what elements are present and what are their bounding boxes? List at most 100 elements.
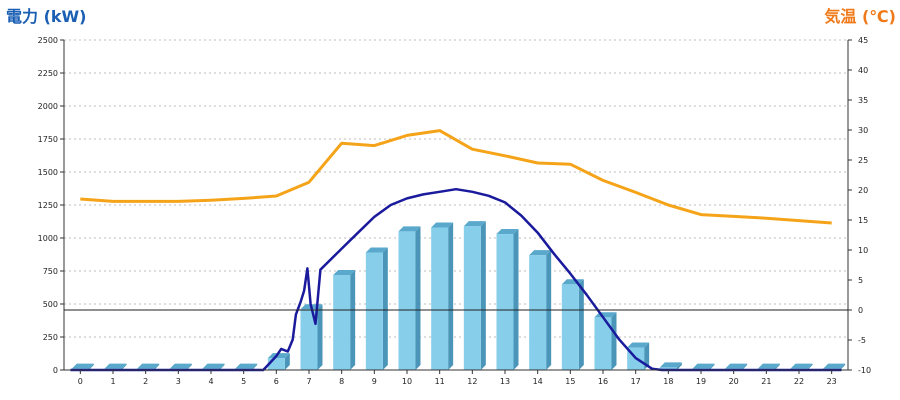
bar-side [252,363,258,370]
bar-side [415,226,421,370]
left-axis-title: 電力 (kW) [6,7,87,26]
bar-side [611,312,617,370]
x-tick-label: 15 [565,377,575,386]
bar [463,221,486,370]
left-tick-label: 2000 [38,102,58,111]
x-tick-label: 4 [208,377,213,386]
bar [365,247,388,370]
bar-top [823,363,846,369]
bar-front [496,234,514,370]
bar-top [104,363,127,369]
bar-side [154,363,160,370]
bar-top [169,363,192,369]
x-tick-label: 18 [663,377,673,386]
left-tick-label: 0 [53,366,58,375]
right-tick-label: 15 [858,216,868,225]
x-tick-label: 21 [761,377,771,386]
bar-side [709,363,715,370]
left-tick-label: 500 [43,300,58,309]
right-tick-label: 25 [858,156,868,165]
bar-front [300,309,318,370]
left-tick-label: 1250 [38,201,58,210]
bar-top [137,363,160,369]
bar-side [807,363,813,370]
bar-top [725,363,748,369]
left-tick-label: 1750 [38,135,58,144]
bar-front [267,358,285,370]
bar-side [121,363,127,370]
bar-side [219,363,225,370]
x-tick-label: 17 [631,377,641,386]
bar-side [480,221,486,370]
right-tick-label: 40 [858,66,868,75]
bar-side [774,363,780,370]
left-tick-label: 1000 [38,234,58,243]
bar-top [267,353,290,359]
left-tick-label: 750 [43,267,58,276]
bar [333,269,356,370]
bar-top [757,363,780,369]
right-tick-label: 0 [858,306,863,315]
bar-top [333,269,356,275]
x-tick-label: 5 [241,377,246,386]
bar-top [365,247,388,253]
bar-top [496,229,519,235]
x-tick-label: 14 [533,377,543,386]
bar-side [742,363,748,370]
bar [659,362,682,370]
bar-front [333,274,351,370]
right-tick-label: 20 [858,186,868,195]
bar-top [659,362,682,368]
bar-top [202,363,225,369]
x-tick-label: 7 [306,377,311,386]
x-tick-label: 23 [827,377,837,386]
bar-front [365,252,383,370]
bar-side [513,229,519,370]
bar-side [186,363,192,370]
right-tick-label: 5 [858,276,863,285]
bar-front [529,255,547,370]
bar-top [463,221,486,227]
right-tick-label: 45 [858,36,868,45]
bar [561,279,584,370]
bar [529,250,552,370]
bar-side [840,363,846,370]
bar-series [71,221,846,370]
bar [398,226,421,370]
right-tick-label: 10 [858,246,868,255]
x-tick-label: 20 [729,377,739,386]
x-tick-label: 16 [598,377,608,386]
x-tick-label: 0 [78,377,83,386]
tick-labels: 02505007501000125015001750200022502500-1… [38,36,871,386]
right-axis-title: 気温 (℃) [824,7,896,26]
right-tick-label: -10 [858,366,871,375]
x-tick-label: 1 [110,377,115,386]
axes [60,39,852,374]
x-tick-label: 12 [467,377,477,386]
x-tick-label: 19 [696,377,706,386]
x-tick-label: 11 [435,377,445,386]
left-tick-label: 2500 [38,36,58,45]
bar [267,353,290,370]
right-tick-label: -5 [858,336,866,345]
x-tick-label: 8 [339,377,344,386]
line-series [70,129,842,372]
power-line [70,187,842,372]
x-tick-label: 3 [176,377,181,386]
x-tick-label: 9 [372,377,377,386]
bar-side [578,279,584,370]
x-tick-label: 6 [274,377,279,386]
bar-side [448,222,454,370]
bar-top [235,363,258,369]
bar-side [350,269,356,370]
x-tick-label: 22 [794,377,804,386]
right-tick-label: 30 [858,126,868,135]
bar-top [790,363,813,369]
x-tick-label: 13 [500,377,510,386]
bar-front [594,317,612,370]
bar-front [463,226,481,370]
x-tick-label: 10 [402,377,412,386]
temperature-line [80,129,832,225]
bar-front [561,284,579,370]
bar-top [627,342,650,348]
